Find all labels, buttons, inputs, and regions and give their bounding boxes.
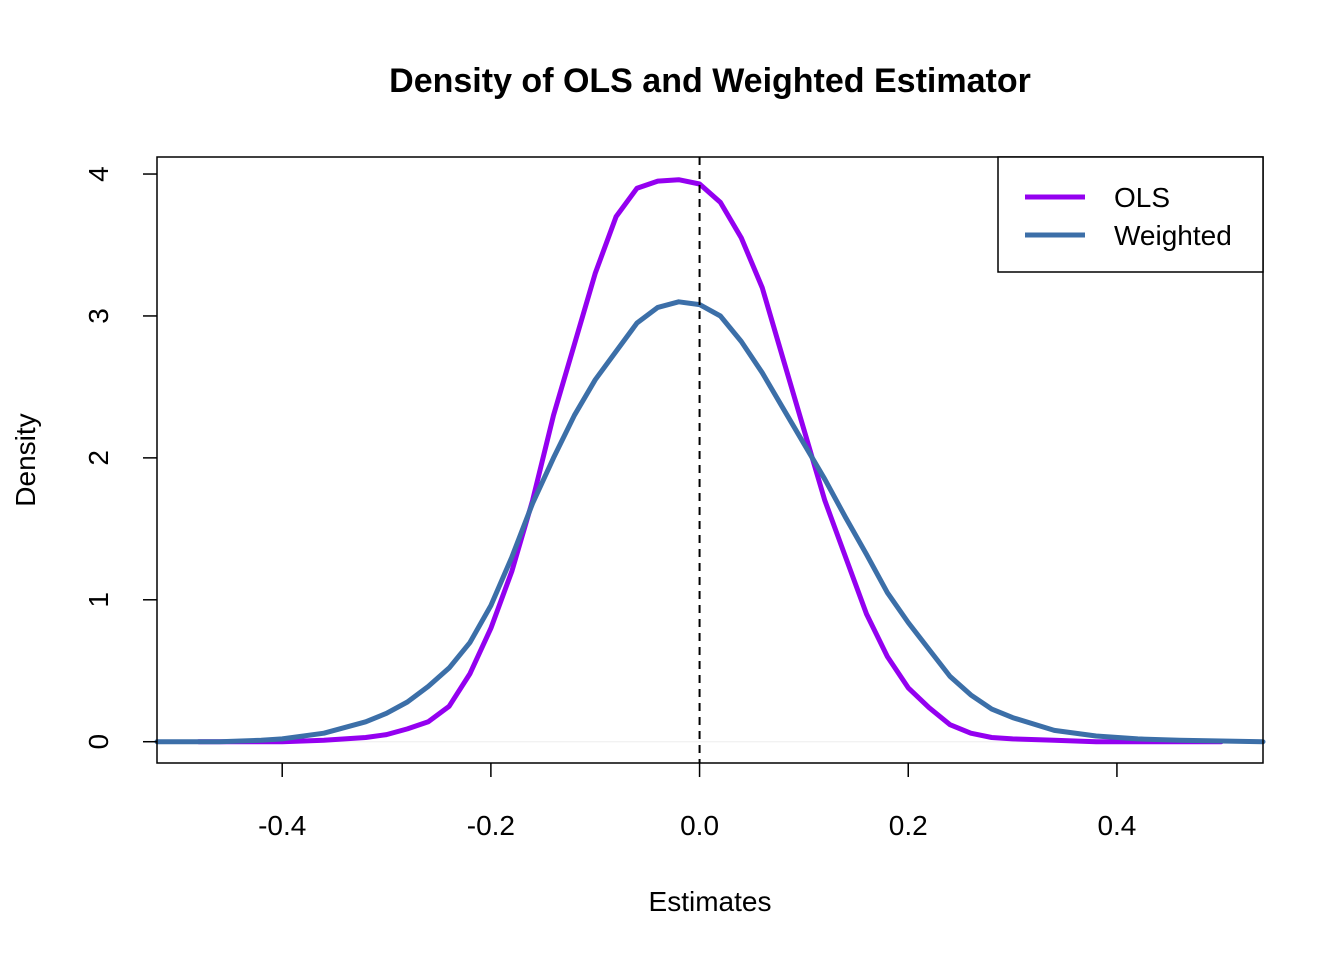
x-tick-label: -0.2 (467, 810, 515, 841)
x-tick-label: 0.2 (889, 810, 928, 841)
y-tick-label: 4 (83, 166, 114, 182)
y-tick-label: 3 (83, 308, 114, 324)
plot-border (156, 156, 1264, 764)
legend-label-ols: OLS (1114, 182, 1170, 213)
y-tick-label: 1 (83, 592, 114, 608)
x-tick-label: 0.0 (680, 810, 719, 841)
series-line-weighted (154, 299, 1266, 745)
chart-title: Density of OLS and Weighted Estimator (389, 62, 1031, 100)
plot-area: -0.4 -0.2 0.0 0.2 0.4 0 1 2 3 4 (83, 156, 1266, 841)
y-tick-label: 0 (83, 734, 114, 750)
legend: OLS Weighted (997, 156, 1264, 273)
y-tick-label: 2 (83, 450, 114, 466)
series-line-ols (196, 177, 1224, 745)
x-tick-label: -0.4 (258, 810, 306, 841)
x-tick-label: 0.4 (1097, 810, 1136, 841)
legend-label-weighted: Weighted (1114, 220, 1232, 251)
y-axis-label: Density (10, 413, 41, 506)
x-axis-label: Estimates (649, 886, 772, 917)
legend-box (997, 156, 1264, 273)
